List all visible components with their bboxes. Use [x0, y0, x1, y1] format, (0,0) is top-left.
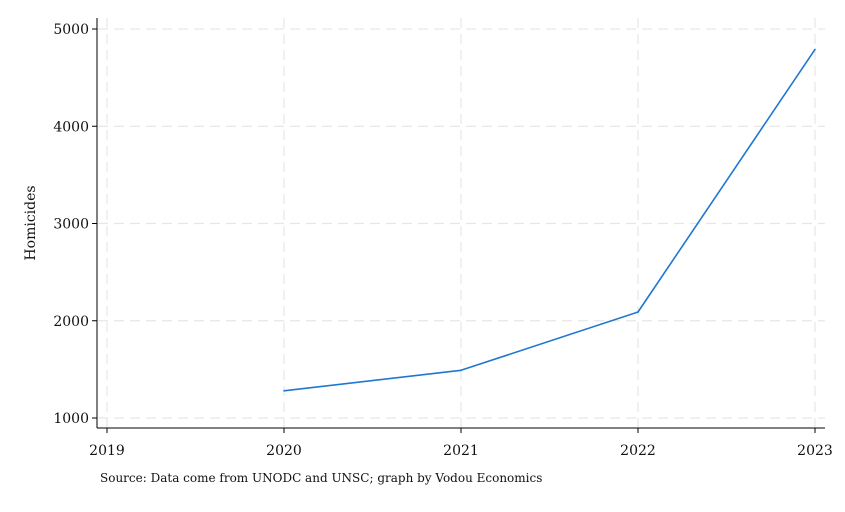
y-axis-title: Homicides — [23, 185, 39, 260]
y-tick-label: 4000 — [53, 119, 89, 135]
grid — [98, 18, 825, 427]
x-tick-label: 2021 — [443, 443, 479, 459]
y-tick-label: 1000 — [53, 411, 89, 427]
data-point — [283, 389, 285, 392]
y-tick-label: 5000 — [53, 22, 89, 38]
source-note: Source: Data come from UNODC and UNSC; g… — [100, 471, 542, 485]
y-tick-label: 3000 — [53, 217, 89, 233]
series-line — [283, 48, 816, 392]
x-tick-label: 2019 — [89, 443, 125, 459]
x-tick-label: 2023 — [797, 443, 833, 459]
data-point — [637, 311, 639, 313]
series — [283, 48, 816, 392]
ticks: 1000 2000 3000 4000 5000 2019 2020 2021 2022 2023 — [53, 22, 832, 459]
data-point — [814, 48, 816, 51]
x-tick-label: 2022 — [620, 443, 656, 459]
x-tick-label: 2020 — [266, 443, 302, 459]
data-point — [460, 369, 462, 372]
y-tick-label: 2000 — [53, 314, 89, 330]
